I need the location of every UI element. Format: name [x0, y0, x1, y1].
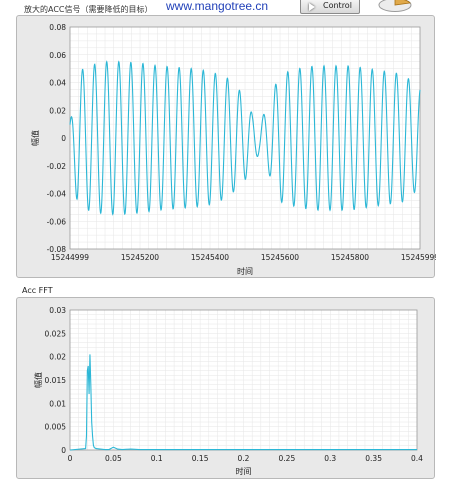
control-button[interactable]: Control	[300, 0, 360, 14]
y-tick-label: -0.08	[47, 245, 67, 254]
y-tick-label: 0.03	[49, 306, 66, 315]
watermark-text: www.mangotree.cn	[166, 0, 269, 13]
y-axis-label: 幅值	[33, 372, 43, 388]
x-tick-label: 0.3	[324, 454, 336, 463]
y-axis-label: 幅值	[30, 130, 40, 146]
play-icon	[309, 3, 315, 11]
y-tick-label: 0	[61, 134, 66, 143]
x-tick-label: 0.1	[151, 454, 163, 463]
control-button-label: Control	[323, 1, 352, 10]
y-tick-label: 0.08	[49, 23, 66, 32]
y-tick-label: -0.04	[47, 190, 67, 199]
y-tick-label: 0.06	[49, 51, 66, 60]
y-tick-label: -0.06	[47, 217, 67, 226]
chart2-title: Acc FFT	[22, 286, 53, 295]
chart2-panel: 0.03 0.025 0.02 0.015 0.01 0.005 0 0 0.05 0.1 0.15…	[16, 297, 435, 479]
x-tick-label: 0.05	[105, 454, 122, 463]
x-tick-label: 0.25	[279, 454, 296, 463]
y-tick-label: 0.01	[49, 399, 66, 408]
y-tick-label: -0.02	[47, 162, 67, 171]
x-tick-label: 0.15	[192, 454, 209, 463]
chart1-panel: 0.08 0.06 0.04 0.02 0 -0.02 -0.04 -0.06 -0.08 152…	[16, 15, 439, 278]
x-tick-label: 15245200	[121, 253, 159, 262]
y-tick-label: 0.02	[49, 106, 66, 115]
x-axis-label: 时间	[236, 466, 252, 476]
signal-line	[69, 60, 421, 216]
x-tick-label: 15245600	[261, 253, 299, 262]
x-tick-label: 0.4	[411, 454, 423, 463]
y-tick-label: 0.025	[45, 329, 67, 338]
fft-line	[69, 354, 417, 451]
x-axis-label: 时间	[237, 266, 253, 276]
chart1-plot: 0.080.060.040.020-0.02-0.04-0.06-0.08152…	[30, 23, 439, 276]
plot-border	[69, 26, 421, 250]
y-tick-label: 0	[61, 446, 66, 455]
x-tick-label: 0	[68, 454, 73, 463]
y-tick-label: 0.015	[45, 376, 67, 385]
y-tick-label: 0.02	[49, 353, 66, 362]
x-tick-label: 15244999	[51, 253, 89, 262]
y-tick-label: 0.005	[45, 423, 67, 432]
window-title: 放大的ACC信号（需要降低的目标）	[24, 5, 153, 14]
knob-control[interactable]	[378, 0, 412, 12]
x-tick-label: 15245999	[401, 253, 436, 262]
x-tick-label: 15245800	[331, 253, 369, 262]
x-tick-label: 15245400	[191, 253, 229, 262]
y-tick-label: 0.04	[49, 79, 66, 88]
x-tick-label: 0.35	[365, 454, 382, 463]
chart2-plot: 0.03 0.025 0.02 0.015 0.01 0.005 00 0.05 0.1 0.15…	[33, 306, 423, 476]
x-tick-label: 0.2	[238, 454, 250, 463]
